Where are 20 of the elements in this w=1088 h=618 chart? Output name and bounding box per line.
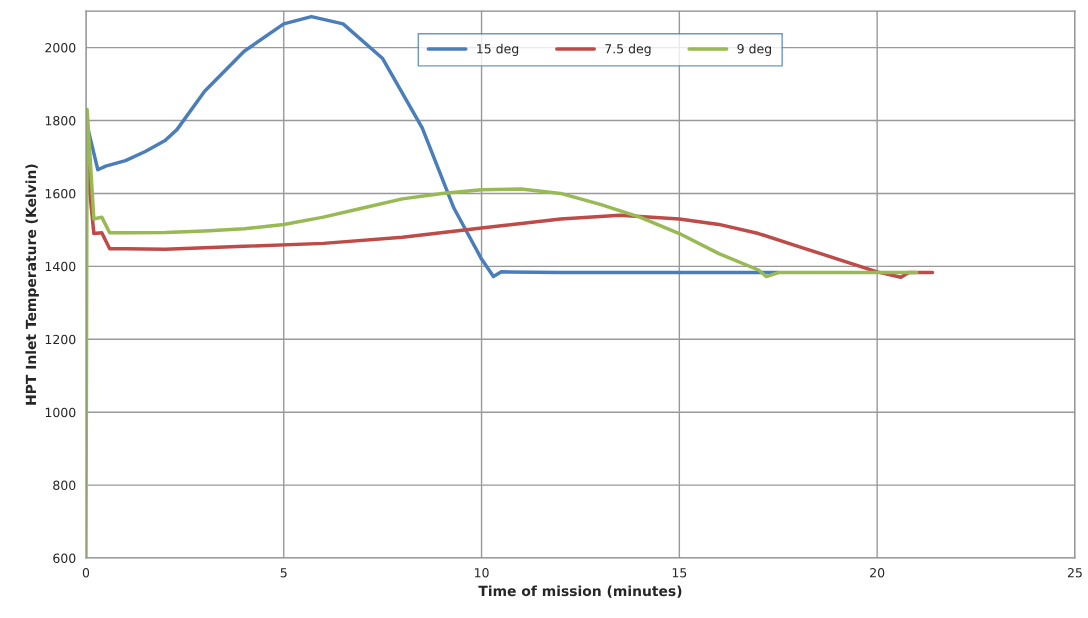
y-tick-label: 1400 [45, 261, 76, 272]
x-tick-label: 10 [474, 568, 489, 578]
x-axis-title: Time of mission (minutes) [478, 585, 682, 598]
y-tick-label: 2000 [45, 43, 76, 53]
y-tick-label: 1600 [45, 188, 76, 199]
legend-label: 9 deg [737, 43, 772, 56]
y-tick-label: 800 [53, 480, 76, 491]
y-tick-label: 1200 [45, 334, 76, 345]
y-tick-label: 600 [53, 553, 76, 563]
line-series [85, 107, 919, 559]
y-axis-title: HPT Inlet Temperature (Kelvin) [25, 164, 39, 405]
x-tick-label: 15 [672, 568, 687, 578]
x-tick-label: 0 [82, 568, 90, 578]
legend-label: 15 deg [477, 43, 519, 56]
y-tick-label: 1000 [45, 407, 76, 418]
x-tick-label: 25 [1067, 568, 1082, 578]
y-tick-label: 1800 [45, 115, 76, 126]
legend-label: 7.5 deg [605, 43, 651, 56]
x-tick-label: 5 [280, 568, 287, 578]
x-tick-label: 20 [870, 568, 885, 578]
